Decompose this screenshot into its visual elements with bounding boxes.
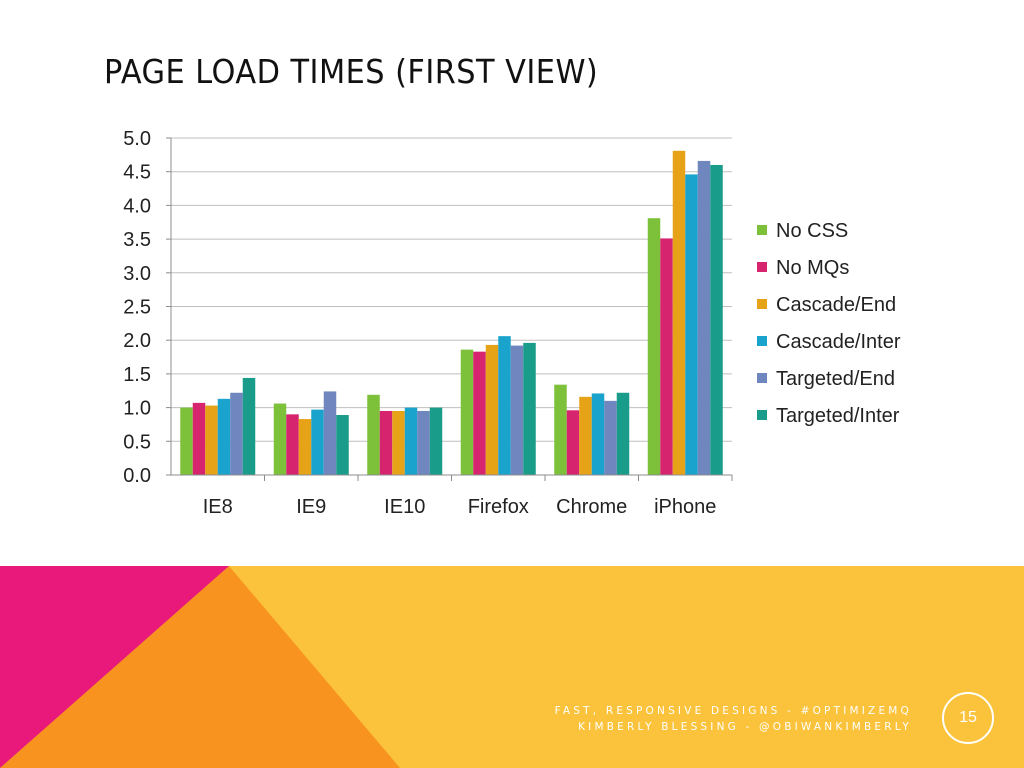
bar [286, 414, 299, 475]
y-tick-label: 4.0 [123, 195, 151, 217]
bar [392, 410, 405, 475]
bar [367, 394, 380, 475]
bar [510, 345, 524, 475]
legend-swatch [757, 336, 767, 346]
x-tick-label: iPhone [654, 496, 716, 518]
bar [379, 410, 393, 475]
bar [591, 393, 605, 475]
bar [579, 396, 592, 475]
y-tick-label: 3.0 [123, 263, 151, 285]
bar [498, 336, 511, 475]
bar [242, 377, 256, 475]
legend-label: No CSS [776, 220, 848, 242]
y-tick-label: 0.0 [123, 465, 151, 487]
bar [417, 410, 430, 475]
bar [230, 392, 243, 475]
y-tick-label: 1.5 [123, 364, 151, 386]
bar [616, 392, 630, 475]
bar [697, 160, 711, 475]
x-tick-label: Chrome [556, 496, 627, 518]
page-number-badge: 15 [942, 692, 994, 744]
x-tick-label: IE10 [384, 496, 425, 518]
slide-title: PAGE LOAD TIMES (FIRST VIEW) [104, 52, 599, 91]
x-tick-label: IE9 [296, 496, 326, 518]
y-tick-label: 2.5 [123, 297, 151, 319]
bar [604, 400, 617, 475]
legend-label: Targeted/Inter [776, 405, 900, 427]
x-tick-label: IE8 [203, 496, 233, 518]
x-tick-label: Firefox [468, 496, 529, 518]
bar [523, 342, 536, 475]
legend-swatch [757, 410, 767, 420]
legend-swatch [757, 373, 767, 383]
bar-chart: 0.0 0.5 1.0 1.5 2.0 2.5 3.0 3.5 4.0 4.5 5.0 IE8 IE9 I… [123, 128, 901, 518]
bar [298, 419, 312, 475]
bar [485, 344, 499, 475]
y-tick-label: 3.5 [123, 229, 151, 251]
bar [429, 407, 443, 475]
legend-label: Cascade/Inter [776, 331, 901, 353]
y-tick-label: 2.0 [123, 330, 151, 352]
bar [180, 407, 193, 475]
bar [473, 351, 486, 475]
bar [460, 349, 474, 475]
bar [205, 405, 218, 475]
bar [647, 218, 661, 475]
footer-credits: FAST, RESPONSIVE DESIGNS - #OPTIMIZEMQ K… [555, 703, 912, 735]
bar [685, 174, 698, 475]
y-tick-label: 0.5 [123, 431, 151, 453]
y-tick-label: 1.0 [123, 398, 151, 420]
bar [672, 150, 686, 475]
legend-swatch [757, 262, 767, 272]
legend: No CSS No MQs Cascade/End Cascade/Inter Targ… [757, 220, 901, 427]
bar [404, 407, 418, 475]
bar [660, 238, 673, 475]
legend-label: Cascade/End [776, 294, 896, 316]
legend-swatch [757, 299, 767, 309]
bar [710, 164, 723, 475]
bar [273, 403, 287, 475]
legend-label: No MQs [776, 257, 849, 279]
legend-swatch [757, 225, 767, 235]
bar [566, 410, 580, 475]
bar [323, 391, 337, 475]
y-tick-label: 4.5 [123, 162, 151, 184]
axes: 0.0 0.5 1.0 1.5 2.0 2.5 3.0 3.5 4.0 4.5 5.0 IE8 IE9 I… [123, 128, 733, 518]
footer-line-1: FAST, RESPONSIVE DESIGNS - #OPTIMIZEMQ [554, 705, 912, 717]
bar [217, 398, 231, 475]
footer-line-2: KIMBERLY BLESSING - @OBIWANKIMBERLY [578, 721, 912, 733]
bar [192, 402, 206, 475]
footer-orange-shape [0, 566, 400, 768]
gridlines [171, 137, 732, 476]
bar [554, 384, 567, 475]
y-tick-label: 5.0 [123, 128, 151, 150]
legend-label: Targeted/End [776, 368, 895, 390]
bar [336, 415, 349, 475]
decorative-footer-band [0, 566, 1024, 768]
bars [180, 150, 723, 475]
bar [311, 409, 324, 475]
footer-pink-shape [0, 566, 229, 768]
